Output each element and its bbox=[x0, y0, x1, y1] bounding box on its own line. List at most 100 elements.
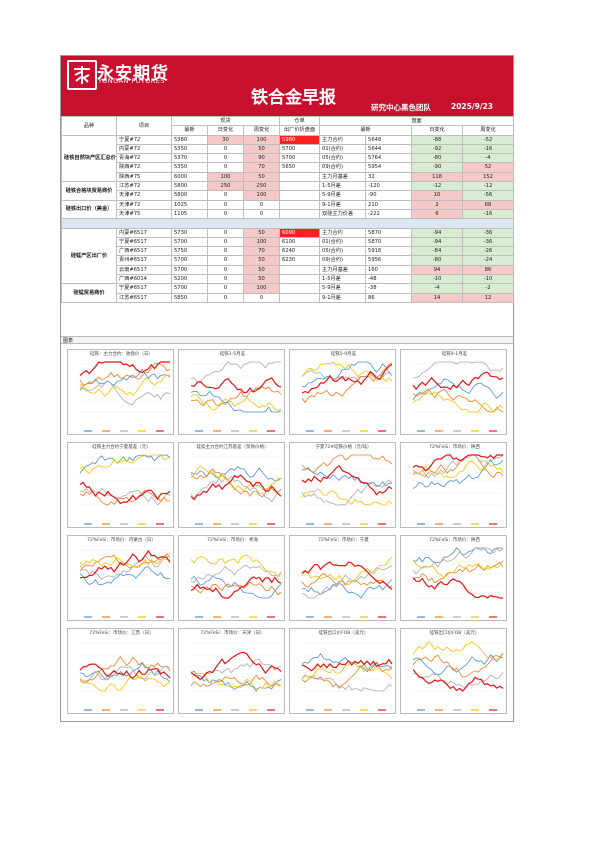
group-header-cangdan: 仓单 bbox=[279, 115, 321, 127]
group-header-xianhuo: 现货 bbox=[170, 115, 281, 127]
chart-series-line bbox=[79, 549, 171, 579]
cell-factory-price: 6240 bbox=[279, 246, 321, 257]
chart-series-line bbox=[190, 659, 282, 681]
cell-fut-weekly: -16 bbox=[462, 208, 515, 220]
chart-panel: 硅铁出口价FOB（美元） bbox=[400, 628, 507, 714]
col-header-fut-daily: 日变化 bbox=[411, 125, 464, 136]
table-row: 硅铁出口价（美金） 天津#72 1025 0 0 9-1月差 210 2 68 bbox=[61, 199, 515, 220]
chart-plot bbox=[79, 642, 171, 711]
chart-plot bbox=[79, 454, 171, 525]
cell-item: 陕西#72 bbox=[116, 162, 172, 173]
chart-title: 72%FeSi：市场价：内蒙古（日） bbox=[87, 538, 156, 543]
chart-plot bbox=[412, 454, 504, 525]
cell-contract: 05(合约) bbox=[319, 153, 367, 164]
cell-daily: 0 bbox=[207, 283, 244, 294]
team-name: 研究中心黑色团队 bbox=[371, 103, 431, 112]
cell-item: 贵州#6517 bbox=[116, 255, 172, 266]
cell-item: 云南#6517 bbox=[116, 264, 172, 276]
table-row: 贵州#6517 5700 0 50 6230 09(合约) 5956 -80 -24 bbox=[62, 255, 515, 266]
cell-fut-weekly: 68 bbox=[462, 199, 515, 210]
cell-last: 5350 bbox=[171, 162, 208, 173]
table-row: 青海#72 5370 0 90 5700 05(合约) 5764 -80 -4 bbox=[62, 153, 515, 164]
chart-plot bbox=[301, 361, 393, 432]
col-header-fut-weekly: 周变化 bbox=[462, 125, 515, 136]
cell-fut-weekly: 12 bbox=[462, 292, 515, 303]
chart-title: 72%FeSi：市场价：青海 bbox=[207, 538, 258, 543]
chart-plot bbox=[412, 640, 504, 711]
cell-item: 宁夏#72 bbox=[116, 134, 172, 145]
cell-factory-price bbox=[279, 199, 321, 210]
cell-item: 天津#75 bbox=[116, 208, 172, 220]
chart-title: 硅铁9-1月差 bbox=[441, 352, 468, 357]
table-row: 陕西#75 6000 100 50 主力月基差 32 118 152 bbox=[62, 171, 515, 183]
group-name: 硅锰产区出厂价 bbox=[61, 227, 117, 285]
cell-weekly: 100 bbox=[242, 190, 281, 201]
cell-last: 5750 bbox=[171, 246, 208, 257]
chart-title: 72%FeSi：市场价：江苏（日） bbox=[89, 631, 154, 636]
chart-series-line bbox=[79, 663, 171, 679]
charts-section-header: 图表 bbox=[61, 336, 513, 344]
cell-weekly: 70 bbox=[242, 162, 281, 173]
chart-panel: 72%FeSi：市场价：青海 bbox=[178, 535, 285, 621]
table-row: 陕西#72 5350 0 70 5650 09(合约) 5954 -90 52 bbox=[62, 162, 515, 173]
cell-fut-daily: 94 bbox=[411, 264, 464, 276]
cell-weekly: 100 bbox=[242, 236, 281, 248]
chart-series-line bbox=[301, 361, 393, 382]
cell-item: 天津#72 bbox=[116, 190, 172, 201]
chart-series-line bbox=[190, 476, 282, 503]
chart-series-line bbox=[190, 575, 282, 599]
chart-panel: 硅铁9-1月差 bbox=[400, 349, 507, 435]
chart-series-line bbox=[412, 547, 503, 564]
cell-last: 5350 bbox=[171, 143, 208, 155]
cell-factory-price: 5700 bbox=[279, 153, 321, 164]
cell-last: 5370 bbox=[171, 153, 208, 164]
group-name: 硅铁出口价（美金） bbox=[61, 199, 117, 220]
chart-series-line bbox=[301, 556, 393, 585]
chart-series-line bbox=[412, 547, 504, 575]
chart-series-line bbox=[79, 454, 171, 474]
chart-series-line bbox=[79, 481, 171, 505]
cell-fut-weekly: -36 bbox=[462, 227, 515, 238]
chart-panel: 硅铁：主力合约：收盘价（日） bbox=[67, 349, 174, 435]
chart-title: 硅锰主力合约江苏基差（贸易价格） bbox=[196, 445, 269, 450]
cell-item: 江苏#72 bbox=[116, 181, 172, 192]
cell-contract: 双硅主力价差 bbox=[319, 208, 367, 220]
table-row: 硅铁自然块产区汇总价 宁夏#72 5380 30 100 5980 主力合约 5648 -88-… bbox=[61, 134, 515, 183]
cell-fut-last: 86 bbox=[365, 292, 413, 303]
cell-fut-daily: -94 bbox=[411, 236, 464, 248]
price-table: 品种 项目 现货 仓单 盘面 最新 日变化 周变化 出厂价折盘面 最新 日变化 … bbox=[60, 115, 515, 303]
cell-last: 5380 bbox=[171, 134, 208, 145]
cell-daily: 100 bbox=[207, 171, 244, 183]
cell-daily: 0 bbox=[207, 292, 244, 303]
chart-plot bbox=[79, 361, 171, 432]
chart-plot bbox=[190, 642, 282, 711]
chart-series-line bbox=[190, 651, 282, 681]
cell-fut-last: 5870 bbox=[365, 227, 413, 238]
chart-panel: 硅锰主力合约江苏基差（贸易价格） bbox=[178, 442, 285, 528]
cell-fut-daily: -80 bbox=[411, 153, 464, 164]
chart-title: 硅铁1-5月差 bbox=[219, 352, 246, 357]
cell-fut-last: 32 bbox=[365, 171, 413, 183]
cell-fut-daily: 14 bbox=[411, 292, 464, 303]
cell-weekly: 70 bbox=[242, 246, 281, 257]
cell-fut-last: 210 bbox=[365, 199, 413, 210]
report-sheet: 永安期货 YONGAN FUTURES 铁合金早报 研究中心黑色团队 2025/… bbox=[60, 55, 515, 722]
chart-series-line bbox=[412, 652, 504, 676]
chart-series-line bbox=[301, 565, 393, 599]
cell-contract: 01(合约) bbox=[319, 143, 367, 155]
cell-daily: 0 bbox=[207, 162, 244, 173]
cell-contract: 主力月基差 bbox=[319, 264, 367, 276]
chart-series-line bbox=[412, 391, 504, 413]
col-header-weekly: 周变化 bbox=[242, 125, 281, 136]
cell-contract: 01(合约) bbox=[319, 236, 367, 248]
table-row: 云南#6517 5700 0 50 主力月基差 160 94 86 bbox=[62, 264, 515, 276]
chart-series-line bbox=[79, 487, 171, 506]
chart-panel: 72%FeSi：市场价：陕西 bbox=[400, 442, 507, 528]
cell-fut-daily: -90 bbox=[411, 162, 464, 173]
cell-fut-daily: 6 bbox=[411, 208, 464, 220]
cell-fut-daily: -10 bbox=[411, 274, 464, 285]
cell-daily: 0 bbox=[207, 227, 244, 238]
cell-fut-last: -222 bbox=[365, 208, 413, 220]
chart-series-line bbox=[301, 653, 393, 673]
group-name: 硅铁合格块贸易商价 bbox=[61, 181, 117, 201]
